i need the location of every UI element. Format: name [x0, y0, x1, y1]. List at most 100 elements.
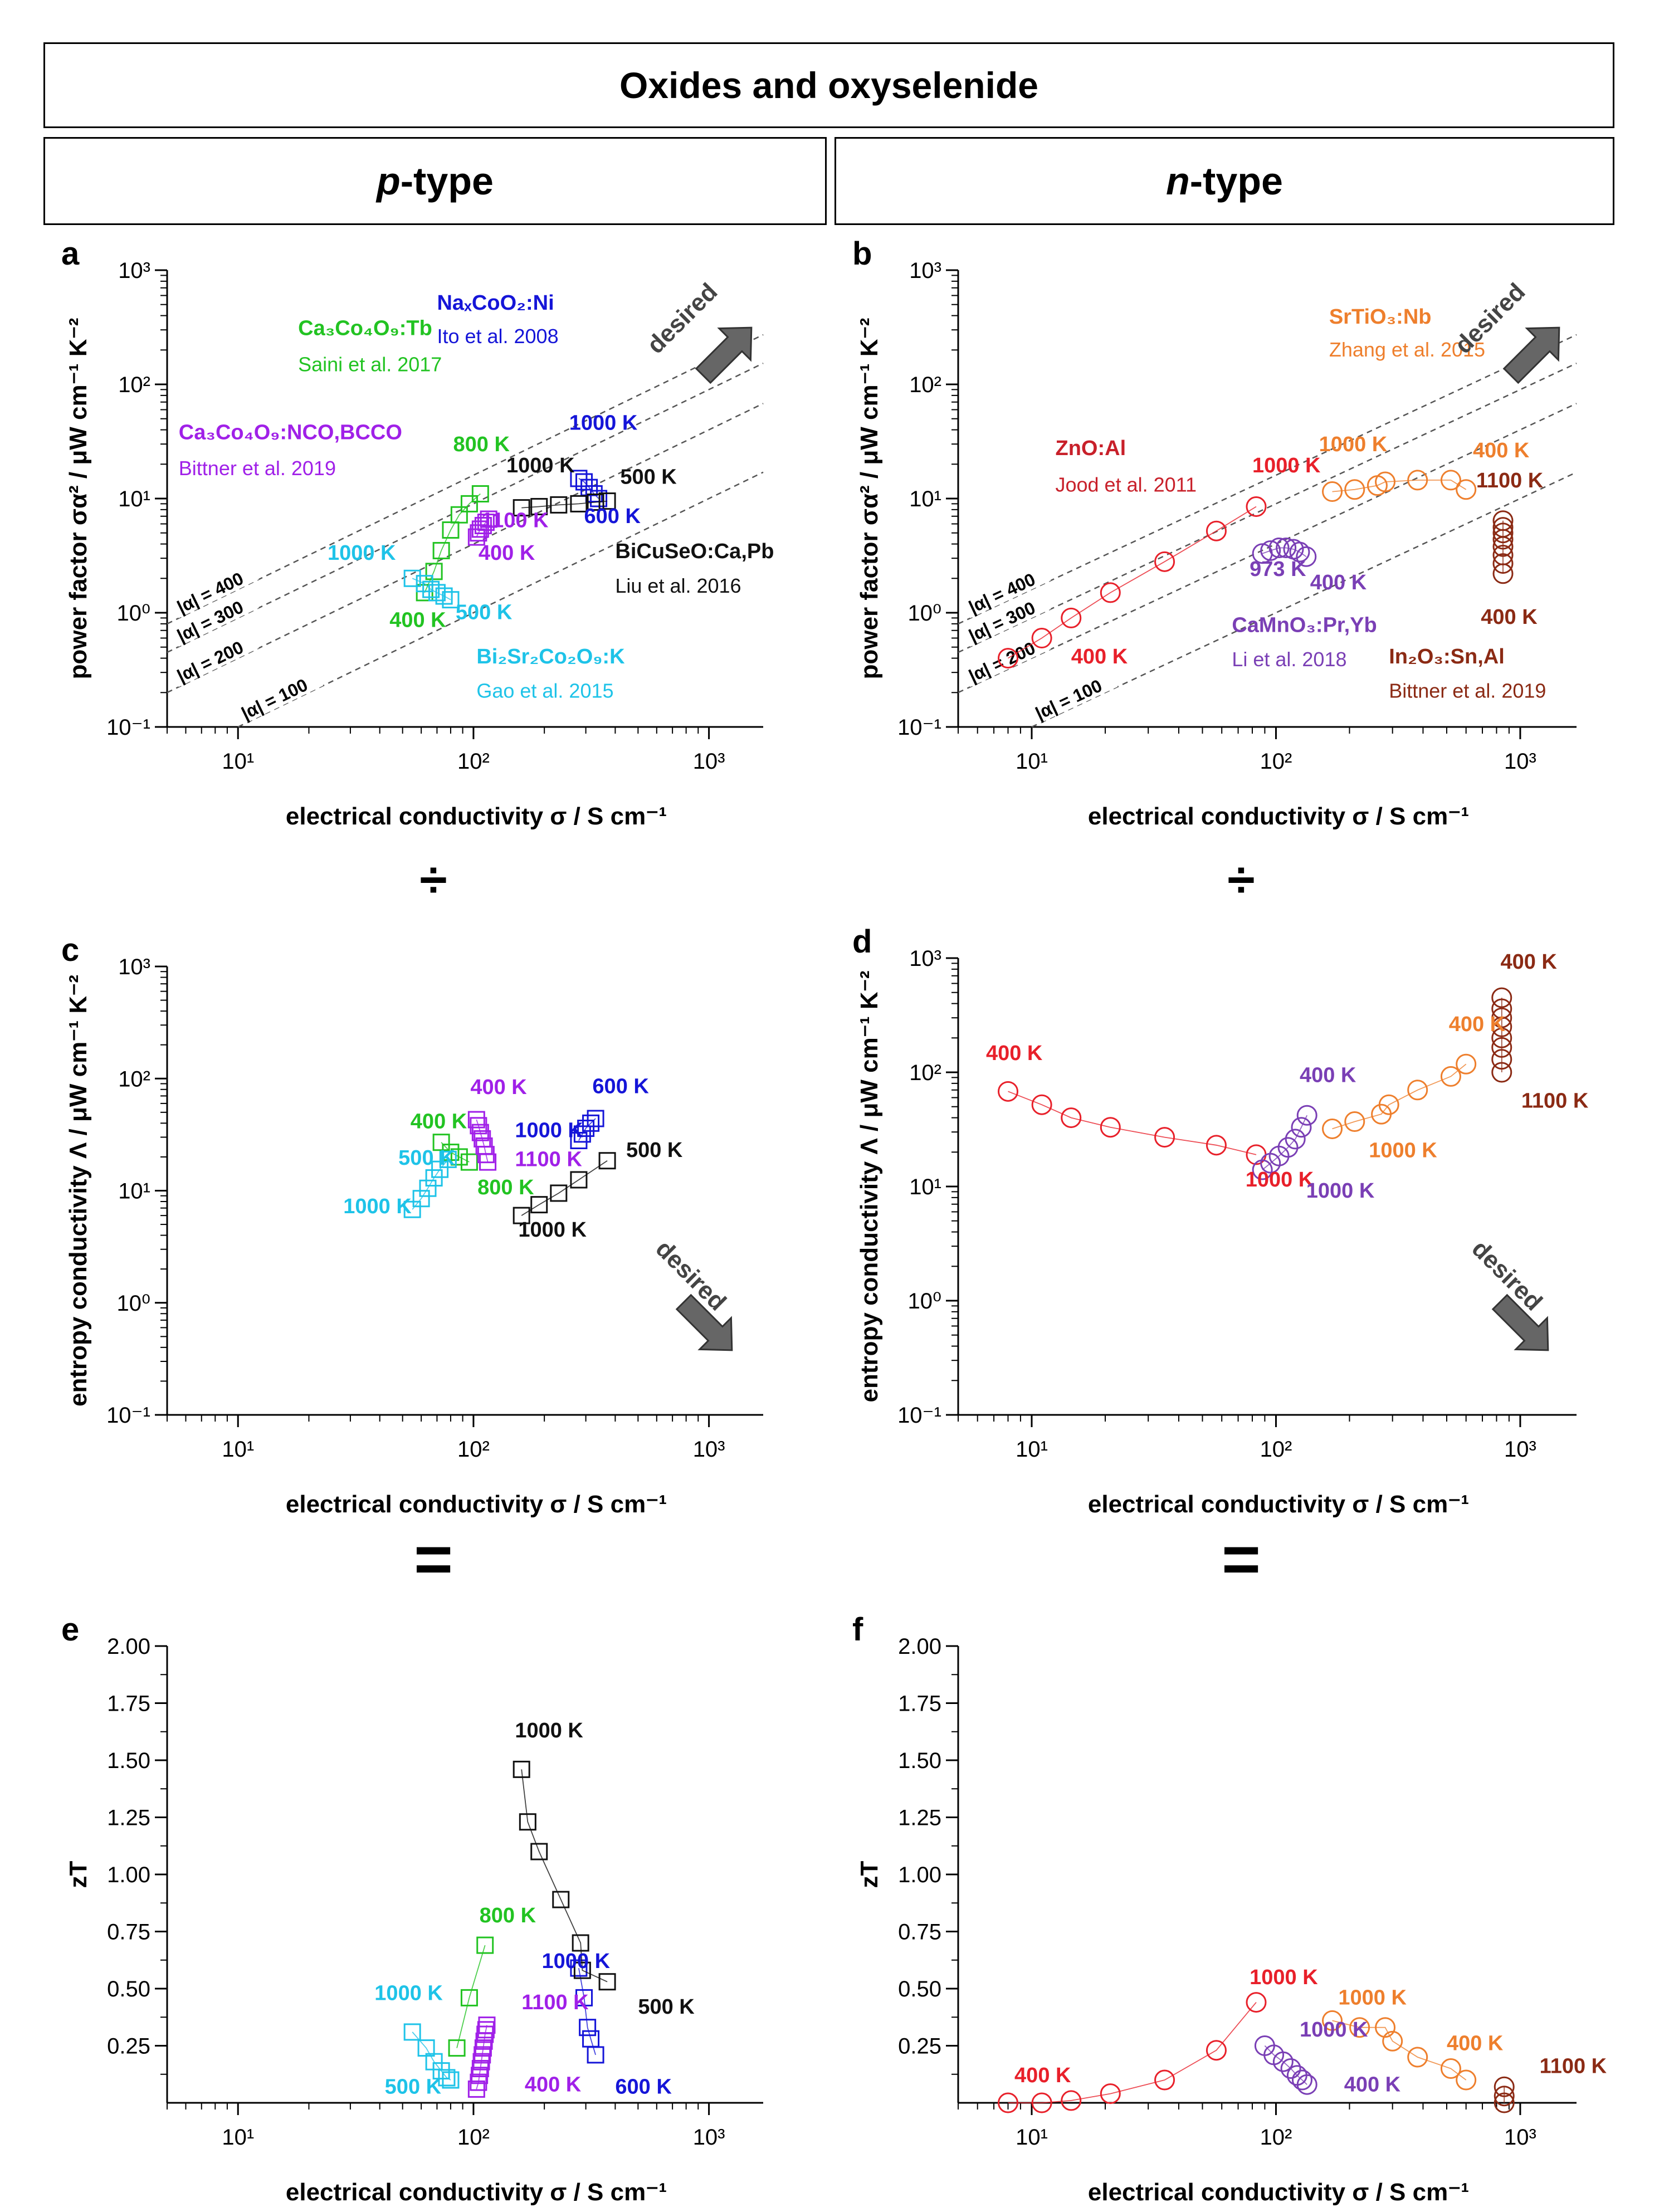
series-in2o3-sn-al — [1491, 987, 1512, 1083]
data-point-square — [474, 2039, 492, 2057]
data-point-square — [570, 1959, 588, 1977]
data-point-circle — [1154, 2069, 1175, 2091]
data-point-square — [530, 1196, 548, 1214]
data-point-square — [416, 584, 433, 602]
data-point-circle — [1491, 1037, 1512, 1058]
annotation-label: 1100 K — [515, 1148, 582, 1171]
x-tick-label: 10² — [457, 749, 490, 774]
seebeck-label-backdrop — [169, 559, 259, 618]
data-point-circle — [1031, 1094, 1052, 1115]
y-tick-label: 10³ — [909, 258, 941, 283]
x-tick-label: 10³ — [1504, 749, 1536, 774]
data-point-circle — [1407, 2047, 1428, 2068]
data-point-square — [471, 485, 489, 503]
seebeck-line-200 — [167, 403, 764, 694]
y-tick-label: 10³ — [118, 955, 150, 979]
desired-arrow-shape — [1502, 326, 1560, 384]
series-line — [1332, 1063, 1467, 1130]
data-point-circle — [1375, 2017, 1396, 2038]
data-point-circle — [1440, 2058, 1461, 2079]
data-point-circle — [1289, 541, 1310, 563]
y-tick-label: 0.25 — [107, 2034, 150, 2059]
data-point-circle — [1494, 2086, 1515, 2107]
x-tick-label: 10¹ — [222, 749, 254, 774]
equals-operator-left: = — [414, 1522, 453, 1596]
annotation-label: 400 K — [1481, 606, 1538, 629]
annotation-label: Liu et al. 2016 — [615, 574, 741, 597]
annotation-label: 500 K — [638, 1995, 695, 2019]
y-tick-label: 10⁻¹ — [106, 1403, 150, 1428]
panel-letter-b: b — [852, 236, 872, 272]
annotation-label: 1000 K — [1319, 433, 1388, 456]
annotation-label: NaₓCoO₂:Ni — [437, 291, 554, 315]
annotation-label: Zhang et al. 2015 — [1329, 338, 1485, 361]
annotation-label: 1100 K — [1540, 2055, 1607, 2078]
x-tick-label: 10² — [1260, 2125, 1292, 2150]
data-point-square — [474, 516, 492, 534]
data-point-circle — [1375, 471, 1396, 492]
data-point-circle — [1276, 538, 1297, 559]
data-point-circle — [1246, 1992, 1267, 2013]
data-point-circle — [1285, 1129, 1306, 1150]
panel-letter-c: c — [61, 932, 79, 968]
data-point-circle — [1206, 2040, 1227, 2061]
annotation-label: CaMnO₃:Pr,Yb — [1232, 613, 1377, 637]
annotation-label: 600 K — [584, 505, 641, 528]
annotation-label: Bittner et al. 2019 — [1389, 680, 1546, 702]
data-point-square — [470, 2073, 487, 2091]
series-ca3co4o9-tb — [416, 485, 489, 602]
data-point-circle — [1154, 551, 1175, 572]
annotation-label: 800 K — [453, 433, 510, 456]
seebeck-label-backdrop — [169, 588, 259, 647]
series-line — [456, 1945, 486, 2048]
data-point-square — [450, 506, 468, 524]
data-point-square — [403, 569, 421, 587]
seebeck-line-100 — [237, 471, 764, 728]
desired-arrow-shape — [675, 1293, 733, 1351]
y-tick-label: 1.50 — [898, 1749, 941, 1773]
data-point-circle — [1296, 546, 1317, 567]
data-point-square — [425, 563, 443, 580]
data-point-square — [442, 591, 460, 609]
series-ca3co4o9-tb — [448, 1936, 494, 2057]
annotation-label: 1000 K — [374, 1982, 443, 2005]
data-point-square — [590, 490, 608, 507]
data-point-circle — [1491, 1007, 1512, 1028]
data-point-circle — [1344, 479, 1365, 500]
data-point-circle — [1031, 2092, 1052, 2113]
data-point-square — [471, 2067, 489, 2084]
desired-arrow-shape — [1491, 1293, 1549, 1351]
desired-arrow: desired — [1467, 1235, 1549, 1351]
data-point-square — [477, 514, 495, 531]
y-axis-title: power factor σα² / μW cm⁻¹ K⁻² — [65, 318, 92, 680]
y-tick-label: 10⁻¹ — [106, 715, 150, 740]
data-point-circle — [1491, 1027, 1512, 1048]
annotation-label: 800 K — [480, 1904, 536, 1927]
data-point-circle — [1246, 496, 1267, 517]
data-point-circle — [1061, 1107, 1082, 1129]
annotation-label: 1000 K — [515, 1119, 583, 1142]
data-point-circle — [1407, 470, 1428, 491]
series-naxcoo2-ni — [570, 1959, 604, 2064]
y-tick-label: 10² — [118, 1067, 150, 1091]
series-ca3co4o9-nco-bcco — [467, 1111, 497, 1171]
x-tick-label: 10¹ — [222, 2125, 254, 2150]
data-point-square — [575, 1989, 593, 2006]
annotation-label: 500 K — [398, 1146, 455, 1170]
data-point-square — [460, 1989, 478, 2006]
data-point-circle — [1456, 2069, 1477, 2091]
x-tick-label: 10³ — [1504, 1437, 1536, 1462]
annotation-label: 1000 K — [1369, 1139, 1437, 1163]
data-point-circle — [1456, 479, 1477, 500]
annotation-label: 1000 K — [515, 1719, 583, 1742]
data-point-square — [448, 2039, 466, 2057]
annotation-label: 1000 K — [1246, 1168, 1314, 1192]
y-axis-title: power factor σα² / μW cm⁻¹ K⁻² — [856, 318, 883, 680]
annotation-label: Jood et al. 2011 — [1055, 473, 1197, 496]
series-camno3-pr-yb — [1252, 1105, 1317, 1180]
series-line — [424, 493, 481, 593]
data-point-square — [598, 492, 616, 510]
annotation-label: 1000 K — [542, 1950, 611, 1973]
data-point-square — [587, 493, 604, 511]
series-line — [521, 500, 608, 509]
